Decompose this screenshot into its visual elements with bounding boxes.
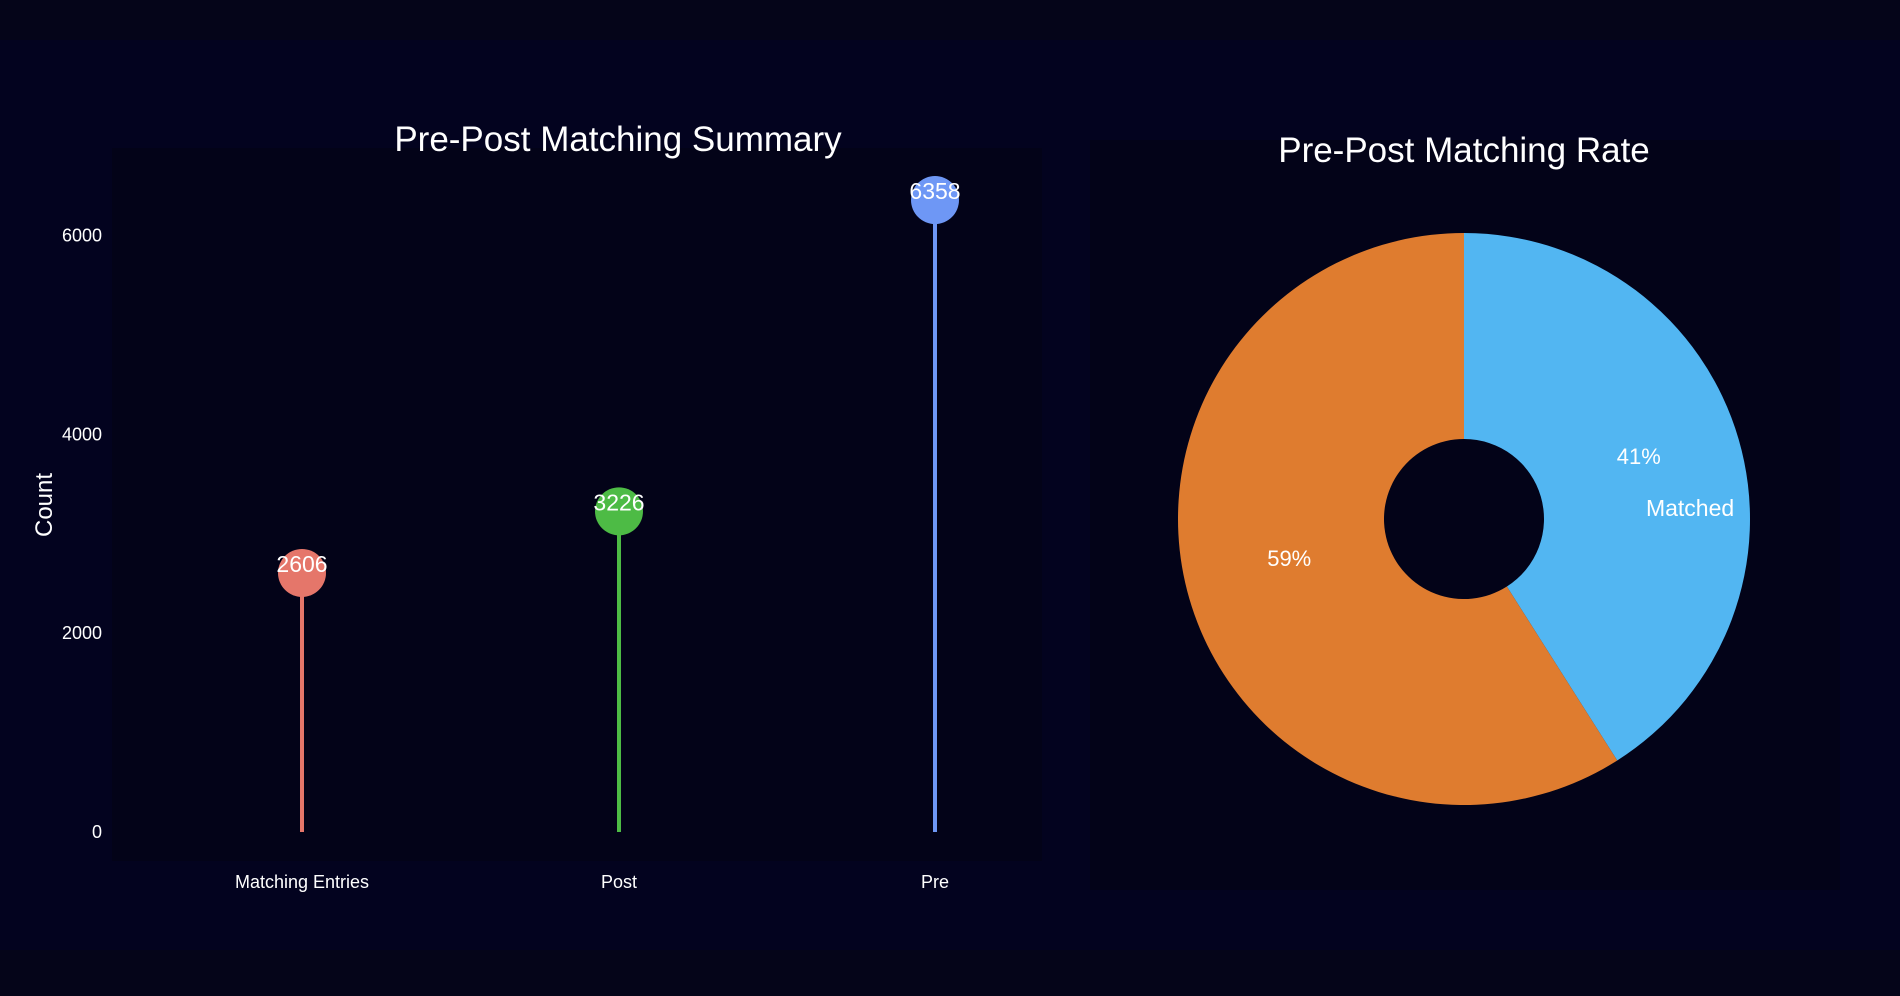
slice-percent-label: 41%	[1617, 444, 1661, 469]
data-label: 3226	[593, 489, 644, 515]
lollipop-point	[278, 548, 326, 597]
y-tick-label: 2000	[62, 623, 102, 643]
y-tick-label: 4000	[62, 424, 102, 444]
donut-labels: 41% Matched 59%	[1267, 444, 1734, 571]
x-tick-label: Pre	[921, 872, 949, 892]
donut-slice	[1177, 233, 1618, 805]
y-axis-label: Count	[31, 473, 58, 537]
x-tick-label: Post	[601, 872, 637, 892]
x-tick-label: Matching Entries	[235, 872, 369, 892]
donut-slices	[1177, 233, 1750, 805]
data-label: 2606	[276, 551, 327, 577]
y-tick-label: 6000	[62, 226, 102, 246]
y-tick-labels: 0 2000 4000 6000	[62, 226, 102, 842]
y-tick-label: 0	[92, 822, 102, 842]
data-label: 6358	[909, 178, 960, 204]
lollipop-point	[911, 176, 959, 225]
donut-slice	[1464, 233, 1750, 761]
slice-name-label: Matched	[1646, 495, 1734, 521]
lollipop-point	[595, 487, 643, 536]
x-tick-labels: Matching Entries Post Pre	[235, 872, 949, 892]
lollipop-plot-area	[112, 148, 1042, 861]
donut-chart: Pre-Post Matching Rate 41% Matched 59%	[1090, 131, 1840, 890]
lollipop-marks: 2606 3226 6358	[276, 176, 961, 832]
slice-percent-label: 59%	[1267, 546, 1311, 571]
donut-chart-title: Pre-Post Matching Rate	[1278, 131, 1650, 170]
lollipop-chart-title: Pre-Post Matching Summary	[394, 120, 842, 159]
lollipop-chart: Pre-Post Matching Summary Count 0 2000 400…	[31, 120, 1042, 892]
